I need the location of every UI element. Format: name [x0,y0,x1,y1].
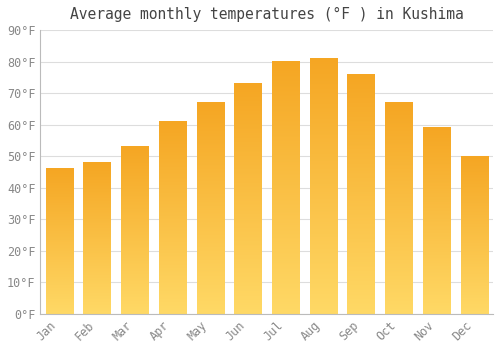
Title: Average monthly temperatures (°F ) in Kushima: Average monthly temperatures (°F ) in Ku… [70,7,464,22]
